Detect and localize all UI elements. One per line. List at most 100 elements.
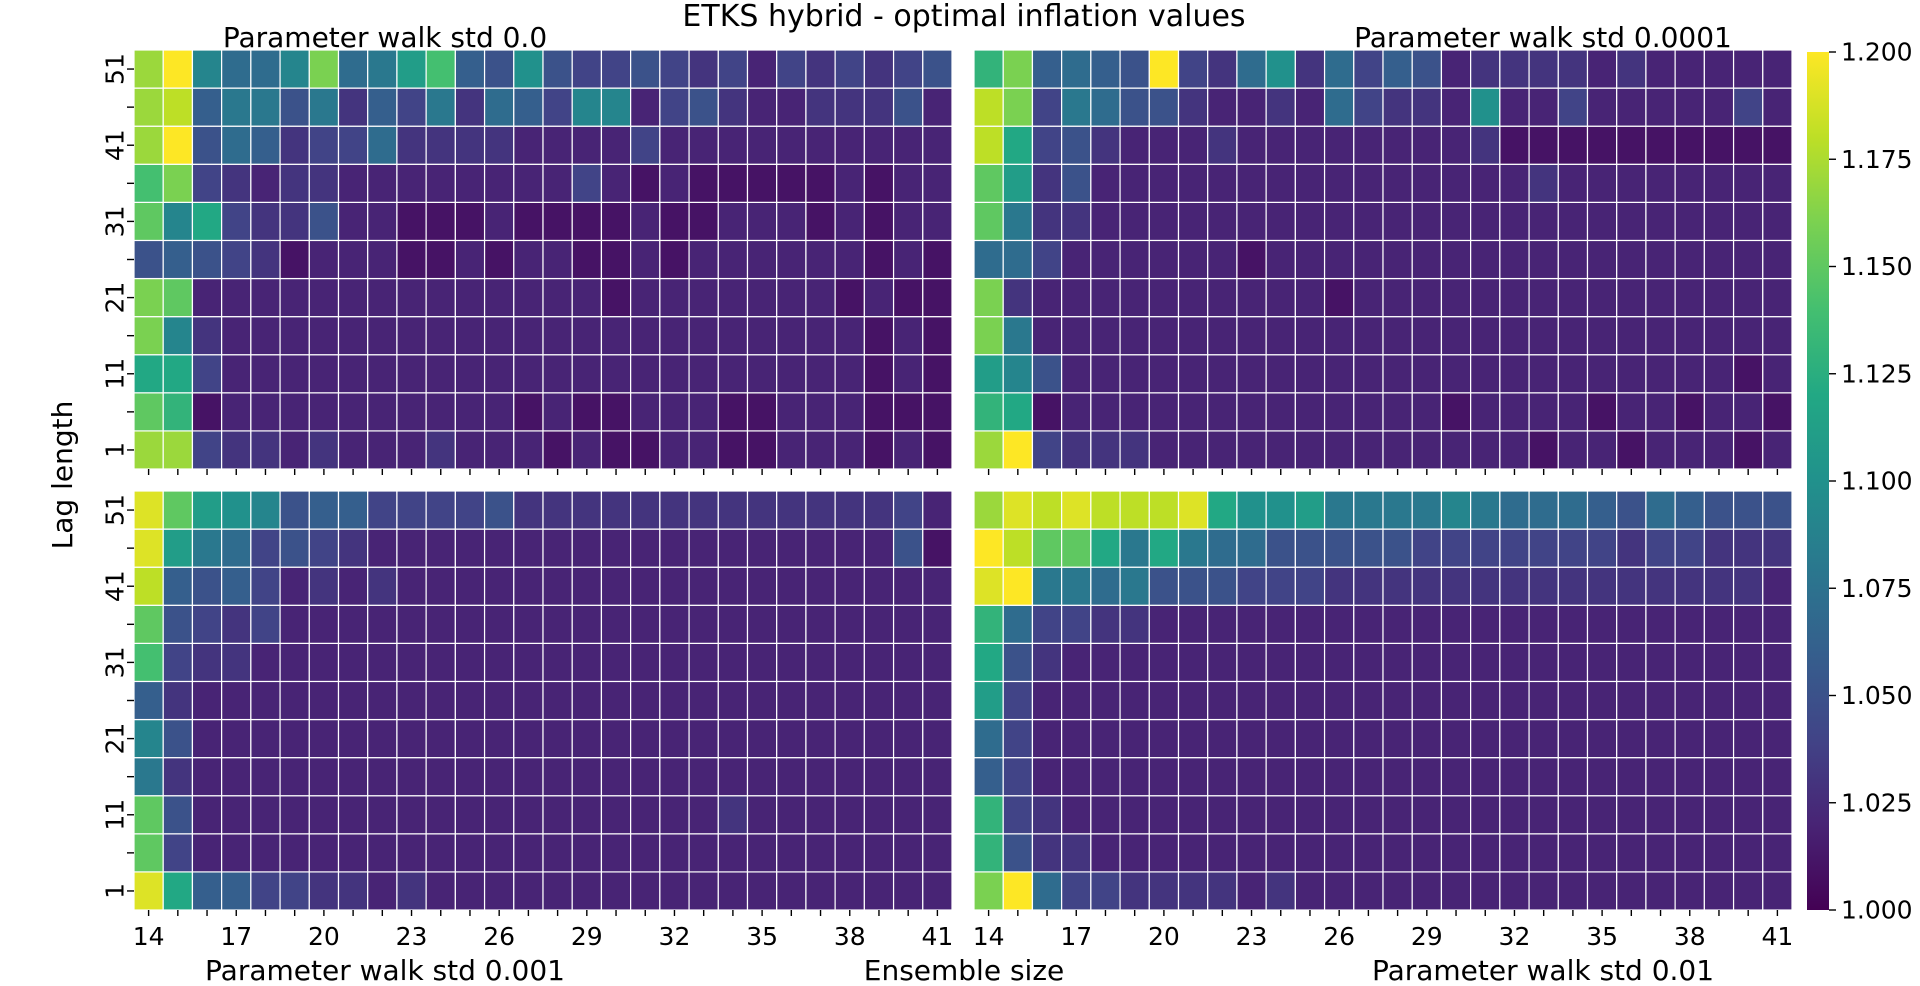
heatmap-cell — [805, 795, 836, 835]
heatmap-cell — [1002, 642, 1034, 683]
heatmap-cell — [571, 833, 603, 873]
heatmap-cell — [922, 354, 953, 394]
heatmap-cell — [892, 490, 924, 530]
heatmap-cell — [279, 833, 310, 873]
heatmap-cell — [863, 87, 895, 127]
heatmap-cell — [922, 718, 953, 759]
heatmap-cell — [746, 239, 778, 280]
heatmap-cell — [337, 392, 369, 432]
x-tick-label: 23 — [396, 922, 428, 951]
heatmap-cell — [221, 795, 252, 835]
heatmap-cell — [1411, 642, 1443, 683]
heatmap-cell — [1674, 87, 1705, 127]
heatmap-cell — [1674, 833, 1705, 873]
heatmap-cell — [746, 201, 778, 242]
x-tick-label: 29 — [1411, 922, 1443, 951]
heatmap-cell — [425, 833, 456, 873]
heatmap-cell — [1616, 163, 1647, 203]
heatmap-cell — [1207, 277, 1238, 318]
heatmap-cell — [1382, 125, 1413, 165]
heatmap-cell — [1499, 795, 1530, 835]
heatmap-cell — [1090, 833, 1121, 873]
heatmap-cell — [250, 49, 281, 89]
heatmap-cell — [776, 757, 807, 797]
heatmap-cell — [542, 718, 573, 759]
heatmap-cell — [1762, 354, 1793, 394]
heatmap-cell — [279, 680, 310, 721]
heatmap-cell — [805, 528, 836, 568]
heatmap-cell — [1586, 795, 1618, 835]
heatmap-cell — [571, 642, 603, 683]
heatmap-cell — [1382, 201, 1413, 242]
heatmap-cell — [922, 125, 953, 165]
heatmap-cell — [1177, 604, 1209, 644]
heatmap-cell — [513, 87, 544, 127]
heatmap-cell — [1732, 163, 1764, 203]
heatmap-cell — [1470, 604, 1501, 644]
heatmap-cell — [1557, 528, 1589, 568]
heatmap-cell — [600, 718, 632, 759]
heatmap-cell — [308, 528, 340, 568]
heatmap-cell — [191, 871, 223, 911]
heatmap-cell — [659, 163, 690, 203]
heatmap-cell — [1236, 566, 1267, 606]
heatmap-cell — [1323, 566, 1355, 606]
colorbar-gradient — [1807, 52, 1829, 910]
heatmap-cell — [688, 125, 719, 165]
heatmap-cell — [1236, 277, 1267, 318]
heatmap-cell — [746, 163, 778, 203]
heatmap-cell — [483, 871, 515, 911]
heatmap-cell — [162, 354, 194, 394]
heatmap-cell — [776, 833, 807, 873]
heatmap-cell — [892, 757, 924, 797]
heatmap-cell — [1353, 392, 1384, 432]
heatmap-cell — [542, 239, 573, 280]
heatmap-cell — [863, 833, 895, 873]
heatmap-cell — [834, 163, 865, 203]
heatmap-cell — [1323, 642, 1355, 683]
heatmap-cell — [571, 430, 603, 470]
heatmap-cell — [1119, 871, 1150, 911]
heatmap-cell — [367, 239, 398, 280]
heatmap-cell — [1031, 833, 1063, 873]
heatmap-cell — [1440, 201, 1472, 242]
heatmap-cell — [1528, 680, 1559, 721]
heatmap-cell — [659, 680, 690, 721]
heatmap-cell — [1090, 430, 1121, 470]
heatmap-cell — [337, 239, 369, 280]
heatmap-cell — [513, 528, 544, 568]
heatmap-cell — [1323, 277, 1355, 318]
heatmap-cell — [688, 604, 719, 644]
heatmap-cell — [1528, 604, 1559, 644]
heatmap-cell — [1499, 528, 1530, 568]
heatmap-cell — [1703, 642, 1735, 683]
heatmap-cell — [1090, 680, 1121, 721]
heatmap-cell — [973, 871, 1004, 911]
heatmap-cell — [1177, 163, 1209, 203]
heatmap-cell — [396, 87, 427, 127]
heatmap-cell — [191, 392, 223, 432]
heatmap-cell — [1148, 566, 1180, 606]
heatmap-cell — [717, 239, 749, 280]
heatmap-cell — [1557, 566, 1589, 606]
heatmap-cell — [776, 316, 807, 356]
heatmap-cell — [834, 201, 865, 242]
heatmap-cell — [1148, 528, 1180, 568]
heatmap-cell — [483, 49, 515, 89]
heatmap-cell — [1762, 642, 1793, 683]
heatmap-cell — [1294, 354, 1326, 394]
heatmap-cell — [308, 680, 340, 721]
heatmap-cell — [1703, 49, 1735, 89]
heatmap-cell — [1499, 392, 1530, 432]
heatmap-cell — [1586, 87, 1618, 127]
heatmap-cell — [308, 642, 340, 683]
heatmap-cell — [1411, 680, 1443, 721]
heatmap-cell — [1090, 125, 1121, 165]
heatmap-cell — [1323, 125, 1355, 165]
heatmap-cell — [133, 757, 164, 797]
heatmap-cell — [973, 354, 1004, 394]
heatmap-cell — [1674, 277, 1705, 318]
heatmap-cell — [973, 680, 1004, 721]
heatmap-cell — [191, 795, 223, 835]
heatmap-cell — [717, 163, 749, 203]
